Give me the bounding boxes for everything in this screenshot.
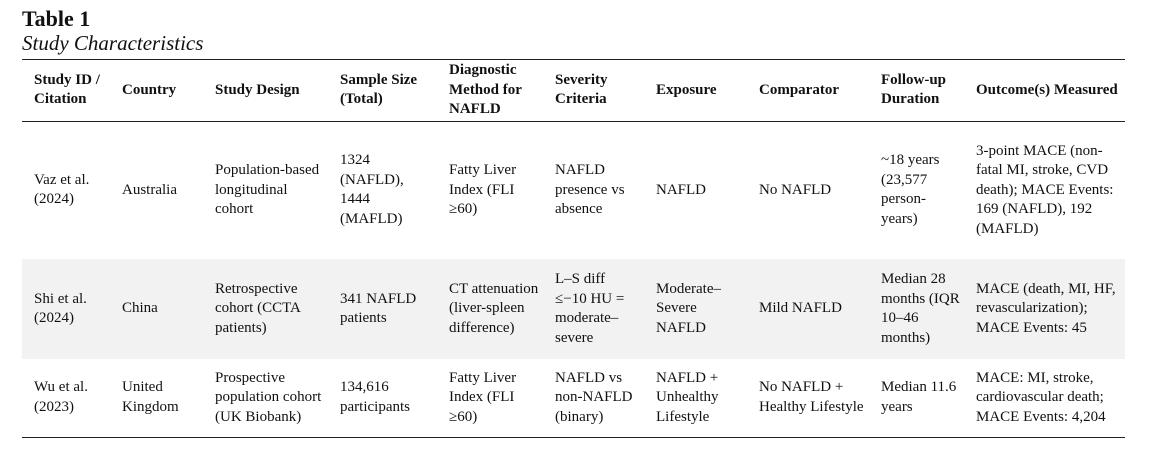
header-exposure: Exposure — [656, 81, 717, 98]
cell-study-id: Shi et al. (2024) — [34, 290, 87, 327]
header-study-design: Study Design — [215, 81, 300, 98]
cell-follow-up: Median 11.6 years — [881, 379, 957, 415]
study-characteristics-table: Study ID / Citation Country Study Design… — [22, 59, 1125, 438]
table-row: Vaz et al. (2024) Australia Population-b… — [22, 121, 1125, 259]
header-diagnostic-method: Diagnostic Method for NAFLD — [449, 62, 522, 117]
cell-sample-size: 134,616 participants — [340, 379, 410, 415]
header-outcomes: Outcome(s) Measured — [976, 81, 1118, 98]
cell-study-design: Retrospective cohort (CCTA patients) — [215, 280, 301, 336]
cell-outcomes: 3-point MACE (non-fatal MI, stroke, CVD … — [976, 142, 1114, 237]
cell-comparator: No NAFLD — [759, 181, 832, 198]
header-sample-size: Sample Size (Total) — [340, 71, 418, 108]
cell-study-id: Wu et al. (2023) — [34, 379, 88, 415]
cell-comparator: No NAFLD + Healthy Lifestyle — [759, 379, 864, 415]
cell-severity-criteria: L–S diff ≤−10 HU = moderate–severe — [555, 271, 625, 346]
table-row: Wu et al. (2023) United Kingdom Prospect… — [22, 359, 1125, 437]
header-row: Study ID / Citation Country Study Design… — [22, 59, 1125, 121]
cell-follow-up: ~18 years (23,577 person-years) — [881, 152, 940, 227]
header-study-id: Study ID / Citation — [34, 71, 100, 108]
cell-outcomes: MACE (death, MI, HF, revascularization);… — [976, 280, 1116, 336]
cell-country: Australia — [122, 181, 177, 198]
cell-exposure: NAFLD — [656, 181, 707, 198]
cell-follow-up: Median 28 months (IQR 10–46 months) — [881, 271, 960, 346]
header-follow-up: Follow-up Duration — [881, 71, 947, 108]
cell-severity-criteria: NAFLD vs non-NAFLD (binary) — [555, 369, 633, 425]
table-row: Shi et al. (2024) China Retrospective co… — [22, 259, 1125, 359]
table-container: Table 1 Study Characteristics Study ID /… — [22, 6, 1125, 438]
cell-diagnostic-method: Fatty Liver Index (FLI ≥60) — [449, 369, 517, 425]
cell-study-id: Vaz et al. (2024) — [34, 171, 90, 208]
table-number: Table 1 — [22, 6, 91, 31]
cell-diagnostic-method: CT attenuation (liver-spleen difference) — [449, 280, 539, 336]
header-severity-criteria: Severity Criteria — [555, 71, 608, 108]
cell-country: United Kingdom — [122, 379, 179, 415]
cell-sample-size: 341 NAFLD patients — [340, 290, 417, 327]
cell-exposure: Moderate–Severe NAFLD — [656, 280, 721, 336]
cell-study-design: Prospective population cohort (UK Bioban… — [215, 369, 322, 425]
cell-comparator: Mild NAFLD — [759, 300, 842, 317]
header-comparator: Comparator — [759, 81, 839, 98]
cell-sample-size: 1324 (NAFLD), 1444 (MAFLD) — [340, 152, 404, 227]
cell-severity-criteria: NAFLD presence vs absence — [555, 162, 625, 217]
cell-diagnostic-method: Fatty Liver Index (FLI ≥60) — [449, 162, 517, 217]
cell-country: China — [122, 300, 158, 317]
cell-outcomes: MACE: MI, stroke, cardiovascular death; … — [976, 369, 1106, 425]
header-country: Country — [122, 81, 177, 98]
table-title: Study Characteristics — [22, 31, 204, 55]
cell-study-design: Population-based longitudinal cohort — [215, 162, 320, 217]
cell-exposure: NAFLD + Unhealthy Lifestyle — [656, 369, 719, 425]
